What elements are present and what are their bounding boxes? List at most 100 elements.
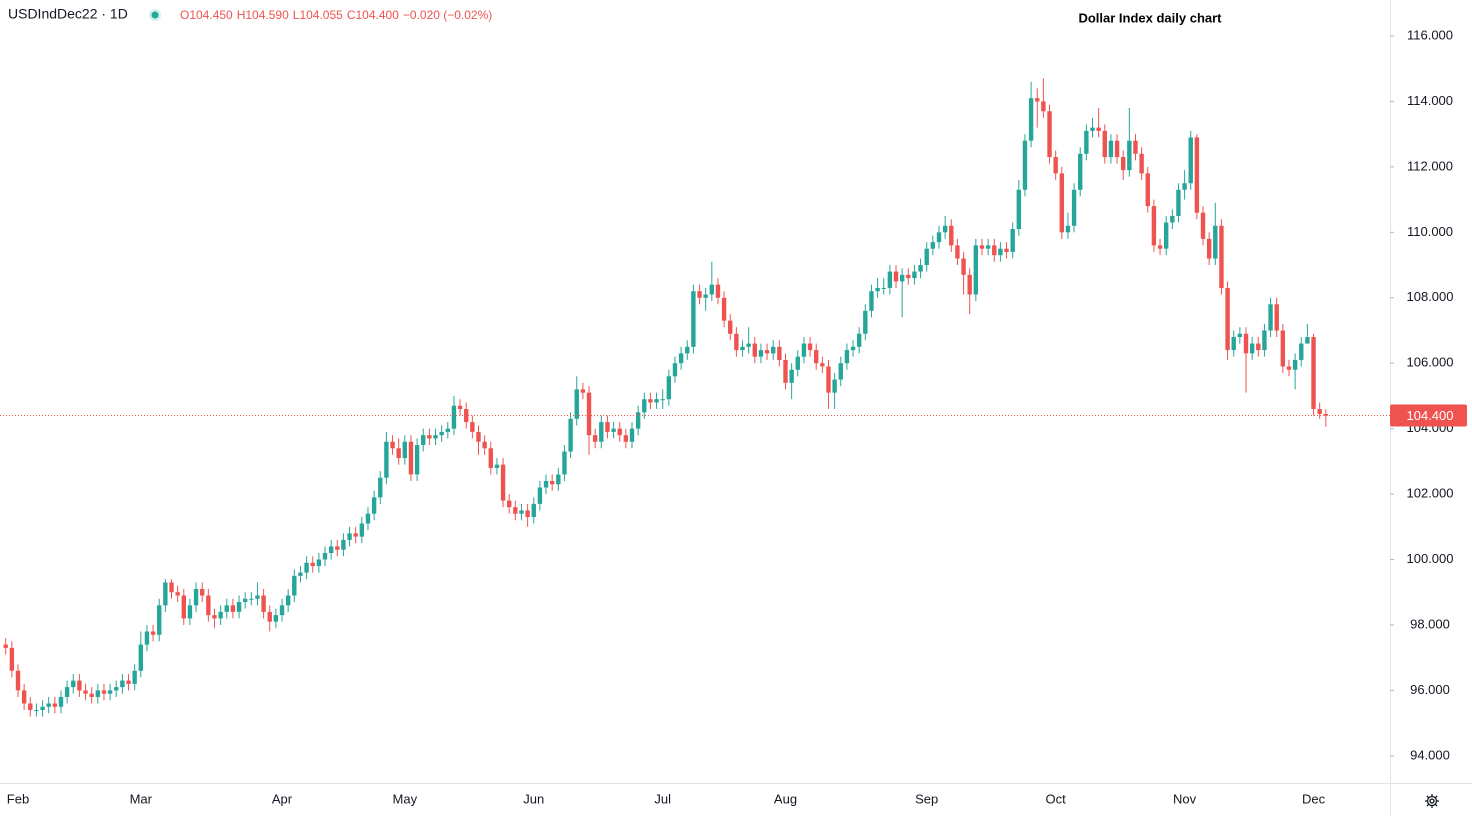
candle-body: [1016, 189, 1022, 230]
candle-body: [470, 422, 475, 432]
candle-body: [40, 706, 45, 711]
x-tick-label: Jul: [654, 791, 671, 806]
candle-body: [568, 418, 573, 452]
y-tick-label: 96.000: [1410, 682, 1450, 697]
candle-body: [126, 680, 131, 684]
candle-body: [666, 376, 672, 400]
candle-body: [826, 366, 831, 393]
candle-body: [378, 477, 383, 498]
x-tick-label: Sep: [915, 791, 938, 806]
candle-body: [678, 353, 684, 364]
candle-body: [298, 572, 303, 576]
candle-body: [341, 539, 346, 550]
candle-body: [439, 431, 444, 436]
candle-body: [1096, 127, 1101, 131]
candle-body: [863, 310, 868, 334]
candle-body: [1090, 127, 1095, 131]
candle-body: [58, 696, 64, 707]
candle-body: [869, 291, 874, 311]
candle-body: [998, 248, 1003, 256]
candle-body: [224, 605, 229, 612]
y-tick-label: 100.000: [1407, 551, 1454, 566]
candle-body: [691, 291, 696, 347]
candle-body: [1035, 98, 1040, 102]
candle-body: [832, 379, 837, 393]
candle-body: [107, 690, 113, 694]
x-tick-label: Aug: [774, 791, 797, 806]
x-tick-label: Apr: [272, 791, 293, 806]
candle-body: [752, 343, 757, 357]
candle-body: [500, 464, 506, 501]
candle-body: [15, 670, 21, 691]
candle-body: [899, 274, 905, 282]
candle-body: [1200, 212, 1206, 239]
y-tick-label: 114.000: [1407, 93, 1453, 108]
y-tick-label: 108.000: [1407, 289, 1454, 304]
candle-body: [157, 605, 162, 635]
candle-body: [132, 670, 137, 684]
candle-body: [249, 598, 254, 600]
candle-body: [949, 225, 954, 246]
candle-body: [408, 441, 414, 475]
candle-body: [181, 595, 186, 619]
candle-body: [531, 503, 536, 517]
candle-body: [660, 399, 665, 401]
candle-body: [28, 703, 33, 711]
candle-body: [273, 615, 279, 622]
candle-body: [384, 441, 389, 478]
ohlc-value: O104.450: [180, 8, 233, 22]
settings-icon[interactable]: [1425, 794, 1439, 808]
candle-body: [1249, 343, 1255, 354]
symbol: USDIndDec22 · 1D: [8, 6, 128, 22]
candle-body: [34, 710, 39, 712]
candle-body: [488, 448, 493, 468]
candle-body: [856, 333, 862, 347]
candle-body: [1311, 337, 1316, 410]
candle-body: [1274, 304, 1279, 331]
candle-body: [1237, 333, 1243, 338]
candle-body: [1213, 225, 1218, 259]
candle-body: [967, 274, 972, 295]
candle-body: [513, 507, 518, 514]
candle-body: [574, 389, 579, 419]
candle-body: [543, 480, 549, 488]
candle-body: [507, 500, 512, 508]
x-tick-label: Dec: [1302, 791, 1326, 806]
candle-body: [365, 513, 371, 524]
candle-body: [1262, 330, 1267, 351]
candle-body: [242, 598, 248, 603]
candle-body: [150, 631, 156, 635]
candle-body: [758, 350, 764, 357]
candle-body: [1268, 304, 1273, 331]
candle-body: [599, 422, 604, 442]
candle-body: [1188, 137, 1193, 184]
candle-body: [562, 451, 567, 475]
candle-body: [1292, 359, 1298, 370]
candle-body: [1323, 413, 1329, 416]
candle-body: [64, 687, 70, 697]
candle-body: [629, 428, 635, 442]
y-tick-label: 94.000: [1410, 747, 1450, 762]
candle-body: [187, 605, 193, 619]
candle-body: [1280, 330, 1286, 367]
candle-body: [1071, 189, 1077, 226]
candle-body: [1299, 343, 1304, 360]
candle-body: [1151, 206, 1157, 246]
candle-body: [1053, 157, 1058, 174]
candle-body: [1157, 245, 1163, 249]
candle-body: [642, 399, 647, 413]
candle-body: [427, 435, 432, 439]
candle-body: [1102, 130, 1107, 158]
candle-body: [353, 533, 358, 537]
ohlc-value: L104.055: [293, 8, 343, 22]
candle-body: [200, 588, 205, 596]
candle-body: [1163, 222, 1169, 249]
candle-body: [433, 435, 438, 439]
candle-body: [586, 392, 592, 436]
candles: [3, 78, 1329, 717]
candle-body: [850, 346, 856, 351]
candle-body: [77, 680, 82, 691]
